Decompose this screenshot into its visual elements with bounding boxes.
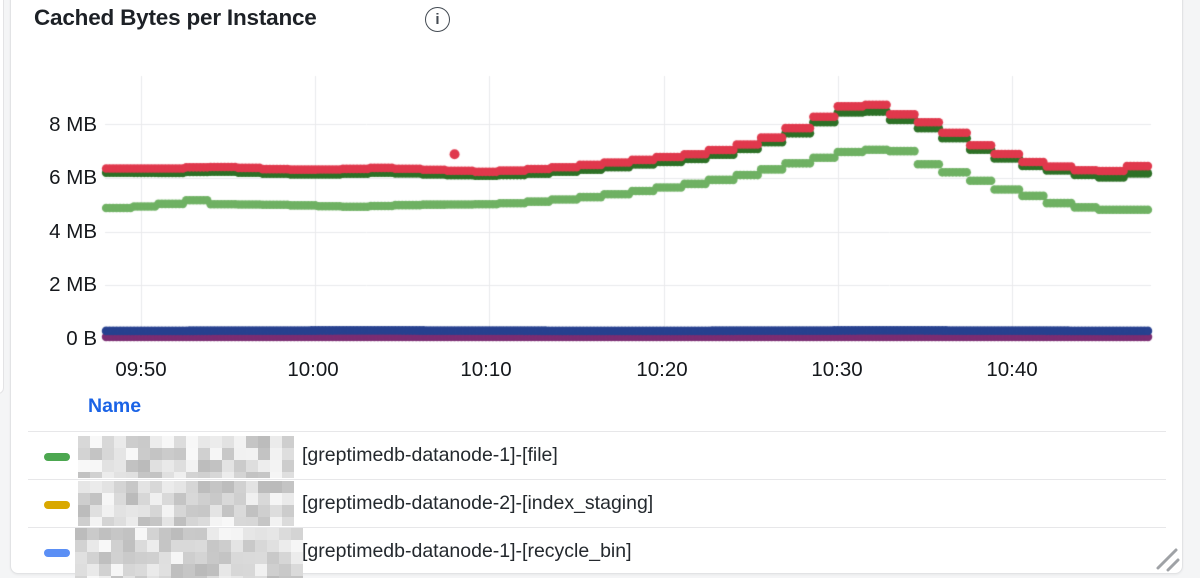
legend-row-divider [28,431,1166,432]
redacted-text-mosaic [78,436,297,478]
x-tick-1000: 10:00 [287,358,339,381]
x-tick-1020: 10:20 [636,358,688,381]
panel-resize-handle[interactable] [1152,544,1180,572]
legend-row-recycle-bin[interactable]: [greptimedb-datanode-1]-[recycle_bin] [0,536,1180,570]
legend-row-index-staging[interactable]: [greptimedb-datanode-2]-[index_staging] [0,488,1180,522]
redacted-text-mosaic [78,481,297,526]
y-tick-4mb: 4 MB [49,220,97,243]
x-tick-0950: 09:50 [115,358,167,381]
y-tick-2mb: 2 MB [49,273,97,296]
legend-label: [greptimedb-datanode-2]-[index_staging] [302,492,654,514]
redacted-text-mosaic [75,528,309,578]
info-icon-glyph: i [435,11,440,28]
legend-row-divider [28,479,1166,480]
x-tick-1040: 10:40 [986,358,1038,381]
x-tick-1030: 10:30 [811,358,863,381]
legend-row-file[interactable]: [greptimedb-datanode-1]-[file] [0,440,1180,474]
y-tick-8mb: 8 MB [49,113,97,136]
series-color-marker [44,549,70,557]
legend-row-divider [28,527,1166,528]
series-color-marker [44,501,70,509]
x-tick-1010: 10:10 [460,358,512,381]
y-tick-6mb: 6 MB [49,166,97,189]
series-color-marker [44,453,70,461]
legend-label: [greptimedb-datanode-1]-[recycle_bin] [302,540,632,562]
legend-label: [greptimedb-datanode-1]-[file] [302,444,558,466]
panel-title[interactable]: Cached Bytes per Instance [34,5,317,30]
y-tick-0b: 0 B [66,327,97,350]
info-icon[interactable]: i [425,7,450,32]
legend-name-header[interactable]: Name [88,395,142,417]
